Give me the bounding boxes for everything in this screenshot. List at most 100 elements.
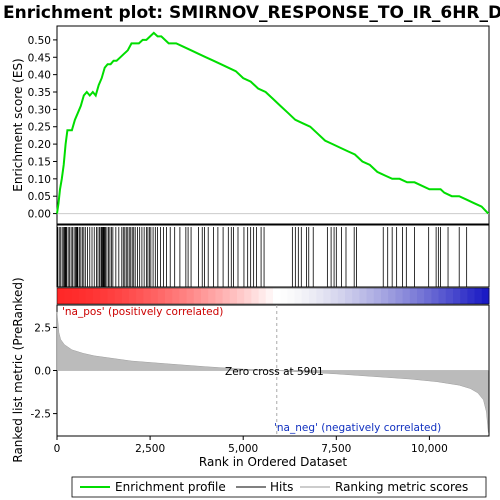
metric-y-tick-label: 2.5 xyxy=(34,322,51,334)
color-bar-segment xyxy=(93,288,101,304)
pos-correlated-label: 'na_pos' (positively correlated) xyxy=(62,306,223,318)
color-bar-segment xyxy=(481,288,490,304)
hits-panel xyxy=(56,224,490,288)
color-bar-segment xyxy=(345,288,353,304)
color-bar-segment xyxy=(445,288,454,304)
color-bar-segment xyxy=(165,288,173,304)
color-bar-segment xyxy=(136,288,144,304)
es-y-tick-label: 0.40 xyxy=(28,70,51,82)
metric-y-tick-label: -2.5 xyxy=(31,409,52,421)
es-y-tick-label: 0.35 xyxy=(28,87,51,99)
x-tick-label: 10,000 xyxy=(411,443,448,455)
color-bar-frame xyxy=(56,287,490,305)
color-bar-segment xyxy=(287,288,296,304)
es-y-tick-label: 0.30 xyxy=(28,104,51,116)
color-bar-segment xyxy=(359,288,368,304)
es-y-axis: 0.00 0.05 0.10 0.15 0.20 0.25 0.30 0.35 0.40 0.45… xyxy=(28,35,57,221)
color-bar-segment xyxy=(150,288,159,304)
legend: Enrichment profile Hits Ranking metric s… xyxy=(71,476,487,498)
color-bar-segment xyxy=(258,288,267,304)
color-bar-segment xyxy=(85,288,94,304)
color-bar-segment xyxy=(337,288,346,304)
color-bar-segment xyxy=(323,288,332,304)
color-bar-segment xyxy=(201,288,209,304)
color-bar-segment xyxy=(237,288,245,304)
color-bar-segment xyxy=(64,288,72,304)
color-bar-segment xyxy=(424,288,432,304)
color-bar-segment xyxy=(417,288,425,304)
ranked-metric-panel: -2.5 0.0 2.5 'na_pos' (positively correlat… xyxy=(11,277,490,463)
color-bar-segment xyxy=(453,288,461,304)
ranked-metric-y-axis-label: Ranked list metric (PreRanked) xyxy=(11,277,25,462)
color-bar-segment xyxy=(129,288,137,304)
legend-entry-hits: Hits xyxy=(270,480,293,494)
color-bar-segment xyxy=(114,288,123,304)
color-bar-segment xyxy=(208,288,216,304)
color-bar-segment xyxy=(193,288,202,304)
legend-entry-metric: Ranking metric scores xyxy=(335,480,468,494)
color-bar-segment xyxy=(157,288,166,304)
es-y-tick-label: 0.05 xyxy=(28,191,51,203)
hit-lines xyxy=(57,227,468,287)
es-panel-frame xyxy=(56,25,490,225)
chart-title: Enrichment plot: SMIRNOV_RESPONSE_TO_IR_… xyxy=(3,3,500,23)
color-bar-segment xyxy=(265,288,274,304)
color-bar-segment xyxy=(57,288,65,304)
color-bar-segment xyxy=(330,288,339,304)
enrichment-profile-line xyxy=(56,31,490,215)
color-bar-segment xyxy=(438,288,447,304)
color-bar-segment xyxy=(352,288,360,304)
color-bar-segment xyxy=(294,288,303,304)
color-bar-segment xyxy=(467,288,476,304)
color-bar-segment xyxy=(107,288,116,304)
color-bar-segment xyxy=(273,288,281,304)
color-bar-segment xyxy=(381,288,389,304)
es-panel: 0.00 0.05 0.10 0.15 0.20 0.25 0.30 0.35 0.40 0.45… xyxy=(11,25,490,225)
color-bar-segment xyxy=(373,288,382,304)
color-bar-segment xyxy=(179,288,188,304)
x-axis: 0 2,500 5,000 7,500 10,000 xyxy=(54,436,448,455)
es-y-tick-label: 0.50 xyxy=(28,35,51,47)
color-bar-segment xyxy=(71,288,80,304)
color-bar-segment xyxy=(222,288,231,304)
color-bar-segment xyxy=(309,288,317,304)
es-y-tick-label: 0.15 xyxy=(28,156,51,168)
ranked-metric-y-axis: -2.5 0.0 2.5 xyxy=(31,322,57,421)
es-y-axis-label: Enrichment score (ES) xyxy=(11,58,25,191)
color-bar-segment xyxy=(395,288,404,304)
x-tick-label: 0 xyxy=(54,443,61,455)
color-bar-segment xyxy=(143,288,152,304)
zero-cross-label: Zero cross at 5901 xyxy=(225,366,324,378)
color-bar-segment xyxy=(474,288,483,304)
color-bar-segment xyxy=(100,288,108,304)
color-bar-segment xyxy=(78,288,87,304)
color-bar-segment xyxy=(229,288,238,304)
color-bar-segment xyxy=(280,288,288,304)
metric-y-tick-label: 0.0 xyxy=(34,366,51,378)
color-bar-segment xyxy=(316,288,324,304)
x-tick-label: 2,500 xyxy=(135,443,165,455)
x-tick-label: 5,000 xyxy=(228,443,258,455)
x-axis-label: Rank in Ordered Dataset xyxy=(199,455,347,469)
color-bar-segment xyxy=(172,288,180,304)
color-bar-segment xyxy=(431,288,440,304)
color-bar-segment xyxy=(244,288,252,304)
rank-color-bar xyxy=(56,287,490,305)
es-y-tick-label: 0.10 xyxy=(28,174,51,186)
color-bar-segment xyxy=(409,288,418,304)
es-y-tick-label: 0.45 xyxy=(28,52,51,64)
es-y-tick-label: 0.00 xyxy=(28,209,51,221)
color-bar-segment xyxy=(388,288,396,304)
color-bar-segment xyxy=(251,288,260,304)
x-tick-label: 7,500 xyxy=(321,443,351,455)
legend-entry-enrichment: Enrichment profile xyxy=(115,480,226,494)
color-bar-segment xyxy=(186,288,195,304)
es-y-tick-label: 0.25 xyxy=(28,122,51,134)
legend-box xyxy=(71,476,487,498)
color-bar-segment xyxy=(301,288,310,304)
color-bar-segment xyxy=(366,288,375,304)
color-bar-segment xyxy=(460,288,468,304)
color-bar-segment xyxy=(121,288,130,304)
ranking-metric-area xyxy=(56,311,489,433)
